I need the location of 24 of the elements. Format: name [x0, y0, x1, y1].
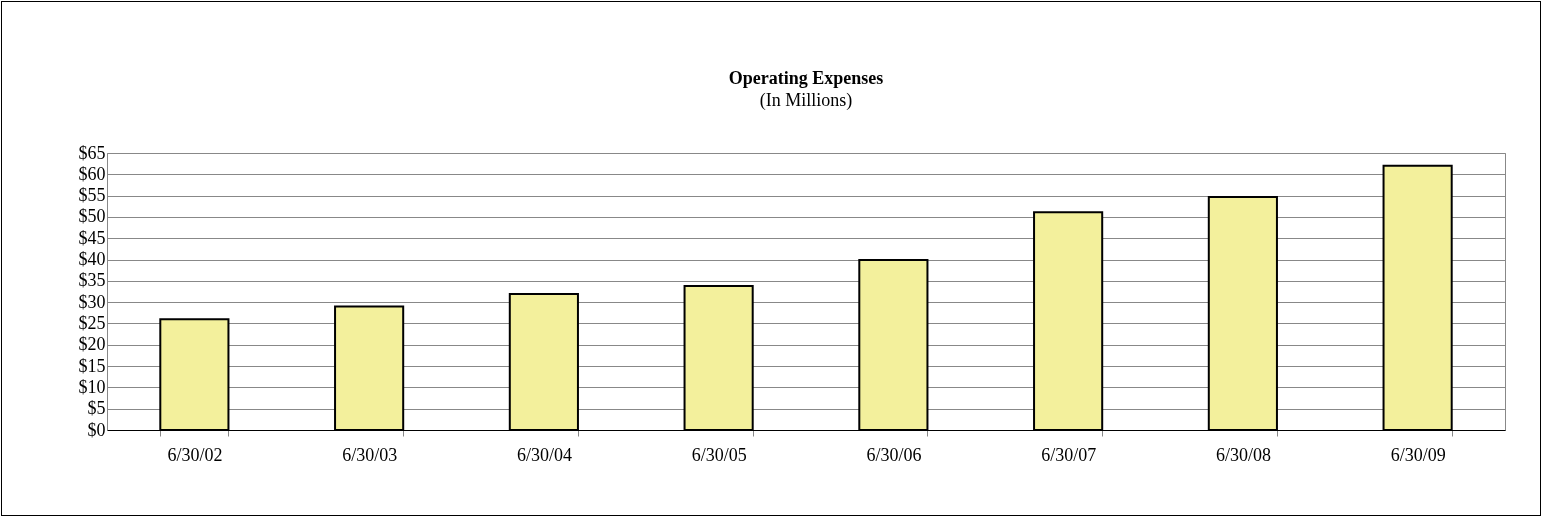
y-tick-label: $60 [78, 163, 106, 184]
y-tick-label: $45 [78, 227, 106, 248]
x-tick-label: 6/30/04 [516, 444, 572, 465]
y-tick-label: $0 [87, 419, 106, 440]
y-tick-label: $35 [78, 270, 106, 291]
x-tick-label: 6/30/05 [691, 444, 747, 465]
x-tick-label: 6/30/09 [1390, 444, 1446, 465]
chart-title: Operating Expenses [728, 68, 884, 88]
y-tick-label: $10 [78, 376, 106, 397]
y-tick-label: $25 [78, 312, 106, 333]
y-tick-label: $40 [78, 249, 106, 270]
y-tick-label: $65 [78, 142, 106, 163]
y-tick-label: $5 [87, 398, 106, 419]
x-tick-label: 6/30/06 [866, 444, 922, 465]
chart-subtitle: (In Millions) [759, 90, 853, 111]
x-tick-label: 6/30/07 [1041, 444, 1097, 465]
y-tick-label: $55 [78, 185, 106, 206]
x-tick-label: 6/30/02 [167, 444, 223, 465]
y-tick-label: $30 [78, 291, 106, 312]
y-tick-label: $50 [78, 206, 106, 227]
y-tick-label: $15 [78, 355, 106, 376]
y-tick-label: $20 [78, 334, 106, 355]
x-tick-label: 6/30/03 [342, 444, 398, 465]
x-tick-label: 6/30/08 [1215, 444, 1271, 465]
